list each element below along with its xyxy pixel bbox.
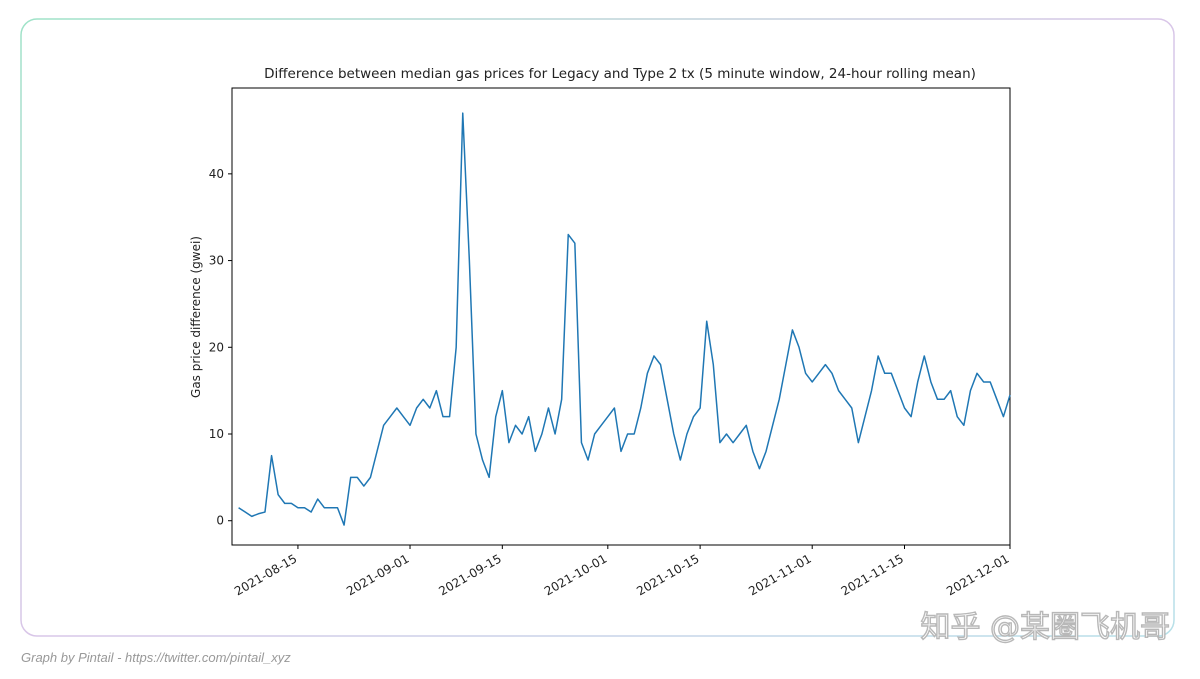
y-tick-label: 10 <box>209 427 224 441</box>
chart-title: Difference between median gas prices for… <box>264 66 976 82</box>
y-tick-label: 30 <box>209 254 224 268</box>
y-tick-label: 40 <box>209 167 224 181</box>
data-line <box>238 112 1011 526</box>
plot-frame <box>231 87 1011 546</box>
y-tick-label: 0 <box>216 514 224 528</box>
credit: Graph by Pintail - https://twitter.com/p… <box>21 650 291 665</box>
y-tick-label: 20 <box>209 340 224 354</box>
card <box>20 18 1175 637</box>
y-axis-label: Gas price difference (gwei) <box>189 236 203 398</box>
watermark: 知乎 @某圈飞机哥 <box>920 610 1170 645</box>
